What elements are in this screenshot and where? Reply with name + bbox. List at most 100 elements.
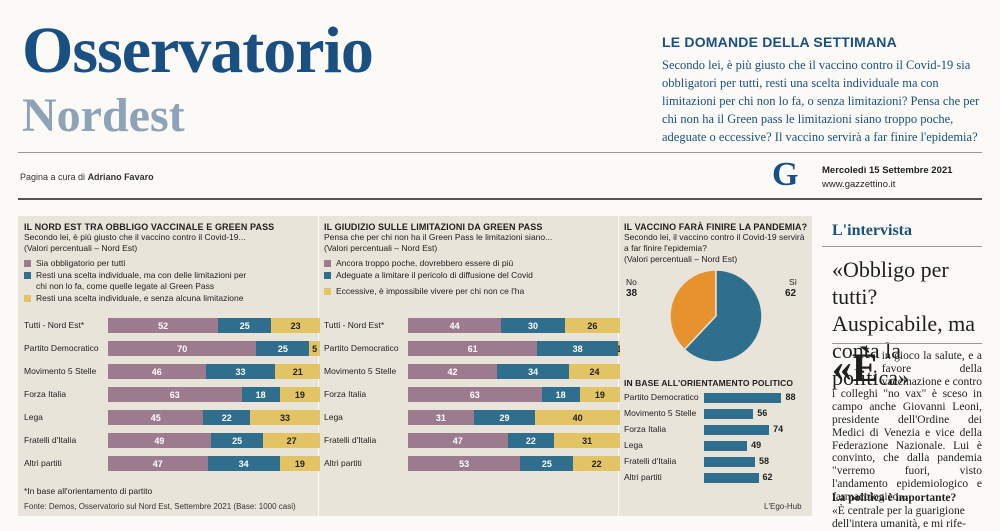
stacked-bar: 44 30 26 bbox=[408, 318, 620, 333]
row-label: Altri partiti bbox=[624, 472, 662, 482]
page-credit: Pagina a cura di Adriano Favaro bbox=[20, 172, 154, 182]
chart2-legend-3: Eccessive, è impossibile vivere per chi … bbox=[324, 286, 614, 297]
pie-slice-sì bbox=[683, 269, 763, 363]
bar-segment: 52 bbox=[108, 318, 219, 333]
stacked-bar: 70 25 5 bbox=[108, 341, 320, 356]
bar-segment: 44 bbox=[408, 318, 502, 333]
bar-value: 88 bbox=[785, 392, 796, 402]
bar-segment: 38 bbox=[537, 341, 618, 356]
row-label: Partito Democratico bbox=[324, 343, 399, 353]
pie-slice-no bbox=[669, 269, 717, 351]
pie-value-no: 38 bbox=[626, 288, 638, 299]
bar-segment: 34 bbox=[207, 456, 280, 471]
row-label: Tutti - Nord Est* bbox=[24, 320, 85, 330]
stacked-bar: 47 22 31 bbox=[408, 433, 620, 448]
row-label: Fratelli d'Italia bbox=[624, 456, 677, 466]
stacked-bar: 31 29 40 bbox=[408, 410, 620, 425]
stacked-bar: 63 18 19 bbox=[408, 387, 620, 402]
bar bbox=[704, 393, 782, 403]
row-label: Forza Italia bbox=[624, 424, 667, 434]
interview-body-2: «È centrale per la guarigione dell'inter… bbox=[832, 505, 966, 530]
chart2-legend-1: Ancora troppo poche, dovrebbero essere d… bbox=[324, 258, 614, 269]
bar-segment: 47 bbox=[108, 456, 208, 471]
chart2-subtitle: Pensa che per chi non ha il Green Pass l… bbox=[324, 232, 553, 242]
graphics-credit: L'Ego-Hub bbox=[764, 502, 802, 511]
row-label: Altri partiti bbox=[24, 458, 62, 468]
stacked-bar: 61381 bbox=[408, 341, 620, 356]
row-label: Fratelli d'Italia bbox=[324, 435, 377, 445]
pie-value-si: 62 bbox=[785, 288, 797, 299]
bar-segment: 18 bbox=[241, 387, 280, 402]
row-label: Altri partiti bbox=[324, 458, 362, 468]
bar-segment: 63 bbox=[408, 387, 542, 402]
credit-name: Adriano Favaro bbox=[87, 172, 154, 182]
bar-segment: 40 bbox=[535, 410, 620, 425]
gazzettino-logo: G bbox=[772, 156, 799, 193]
legend-swatch bbox=[24, 272, 31, 279]
legend-swatch bbox=[24, 295, 31, 302]
bar-segment: 63 bbox=[108, 387, 242, 402]
bar-segment: 19 bbox=[579, 387, 620, 402]
interview-subhead: La politica è importante? bbox=[832, 492, 957, 504]
interview-column: L'intervista bbox=[822, 216, 982, 247]
pie-label-no: No bbox=[626, 277, 637, 287]
row-label: Movimento 5 Stelle bbox=[24, 366, 97, 376]
stacked-bar: 42 34 24 bbox=[408, 364, 620, 379]
chart1-legend-1: Sia obbligatorio per tutti bbox=[24, 258, 314, 269]
bar-segment: 24 bbox=[569, 364, 620, 379]
bar-segment: 23 bbox=[271, 318, 320, 333]
interview-body-text: in gioco la salute, e a favore della vac… bbox=[832, 350, 982, 503]
row-label: Tutti - Nord Est* bbox=[324, 320, 385, 330]
row-label: Movimento 5 Stelle bbox=[624, 408, 697, 418]
legend-swatch bbox=[324, 260, 331, 267]
bar-segment: 70 bbox=[108, 341, 257, 356]
legend-label: Ancora troppo poche, dovrebbero essere d… bbox=[336, 258, 514, 268]
bar-segment: 19 bbox=[279, 456, 320, 471]
bar bbox=[704, 457, 756, 467]
drop-cap: «È bbox=[832, 345, 879, 390]
bar-segment: 25 bbox=[256, 341, 310, 356]
chart3-title: IL VACCINO FARÀ FINIRE LA PANDEMIA? bbox=[624, 222, 808, 232]
bar-segment: 25 bbox=[520, 456, 574, 471]
bar-segment: 53 bbox=[408, 456, 521, 471]
masthead-subtitle: Nordest bbox=[22, 89, 185, 142]
chart1-legend-2: Resti una scelta individuale, ma con del… bbox=[24, 270, 254, 292]
bar-segment: 31 bbox=[554, 433, 620, 448]
credit-prefix: Pagina a cura di bbox=[20, 172, 86, 182]
bar-segment: 45 bbox=[108, 410, 204, 425]
interview-headline[interactable]: «Obbligo per tutti? Auspicabile, ma cont… bbox=[832, 257, 975, 390]
bar-value: 49 bbox=[751, 440, 762, 450]
chart1-unit: (Valori percentuali – Nord Est) bbox=[24, 243, 138, 253]
bar-segment: 25 bbox=[218, 318, 272, 333]
bar-value: 62 bbox=[762, 472, 773, 482]
legend-label: Resti una scelta individuale, ma con del… bbox=[36, 270, 247, 291]
stacked-bar: 47 34 19 bbox=[108, 456, 320, 471]
legend-swatch bbox=[24, 260, 31, 267]
chart3-unit: (Valori percentuali – Nord Est) bbox=[624, 254, 738, 264]
bar-segment: 19 bbox=[279, 387, 320, 402]
website[interactable]: www.gazzettino.it bbox=[822, 179, 896, 190]
interview-header: L'intervista bbox=[822, 216, 982, 247]
bar-segment: 42 bbox=[408, 364, 498, 379]
chart3-subtitle: Secondo lei, il vaccino contro il Covid-… bbox=[624, 232, 805, 253]
bar-segment: 33 bbox=[205, 364, 276, 379]
legend-label: Sia obbligatorio per tutti bbox=[36, 258, 126, 268]
row-label: Lega bbox=[624, 440, 643, 450]
stacked-bar: 63 18 19 bbox=[108, 387, 320, 402]
row-label: Fratelli d'Italia bbox=[24, 435, 77, 445]
bar-segment: 29 bbox=[473, 410, 536, 425]
chart1-title: IL NORD EST TRA OBBLIGO VACCINALE E GREE… bbox=[24, 222, 275, 232]
stacked-bar: 46 33 21 bbox=[108, 364, 320, 379]
legend-swatch bbox=[324, 288, 331, 295]
bar bbox=[704, 425, 770, 435]
bar-segment: 26 bbox=[564, 318, 620, 333]
row-label: Partito Democratico bbox=[624, 392, 699, 402]
divider bbox=[18, 198, 982, 200]
row-label: Forza Italia bbox=[24, 389, 67, 399]
bar-value: 74 bbox=[773, 424, 784, 434]
row-label: Lega bbox=[324, 412, 343, 422]
chart1-note: *In base all'orientamento di partito bbox=[24, 486, 153, 496]
row-label: Forza Italia bbox=[324, 389, 367, 399]
row-label: Partito Democratico bbox=[24, 343, 99, 353]
chart2-title: IL GIUDIZIO SULLE LIMITAZIONI DA GREEN P… bbox=[324, 222, 543, 232]
